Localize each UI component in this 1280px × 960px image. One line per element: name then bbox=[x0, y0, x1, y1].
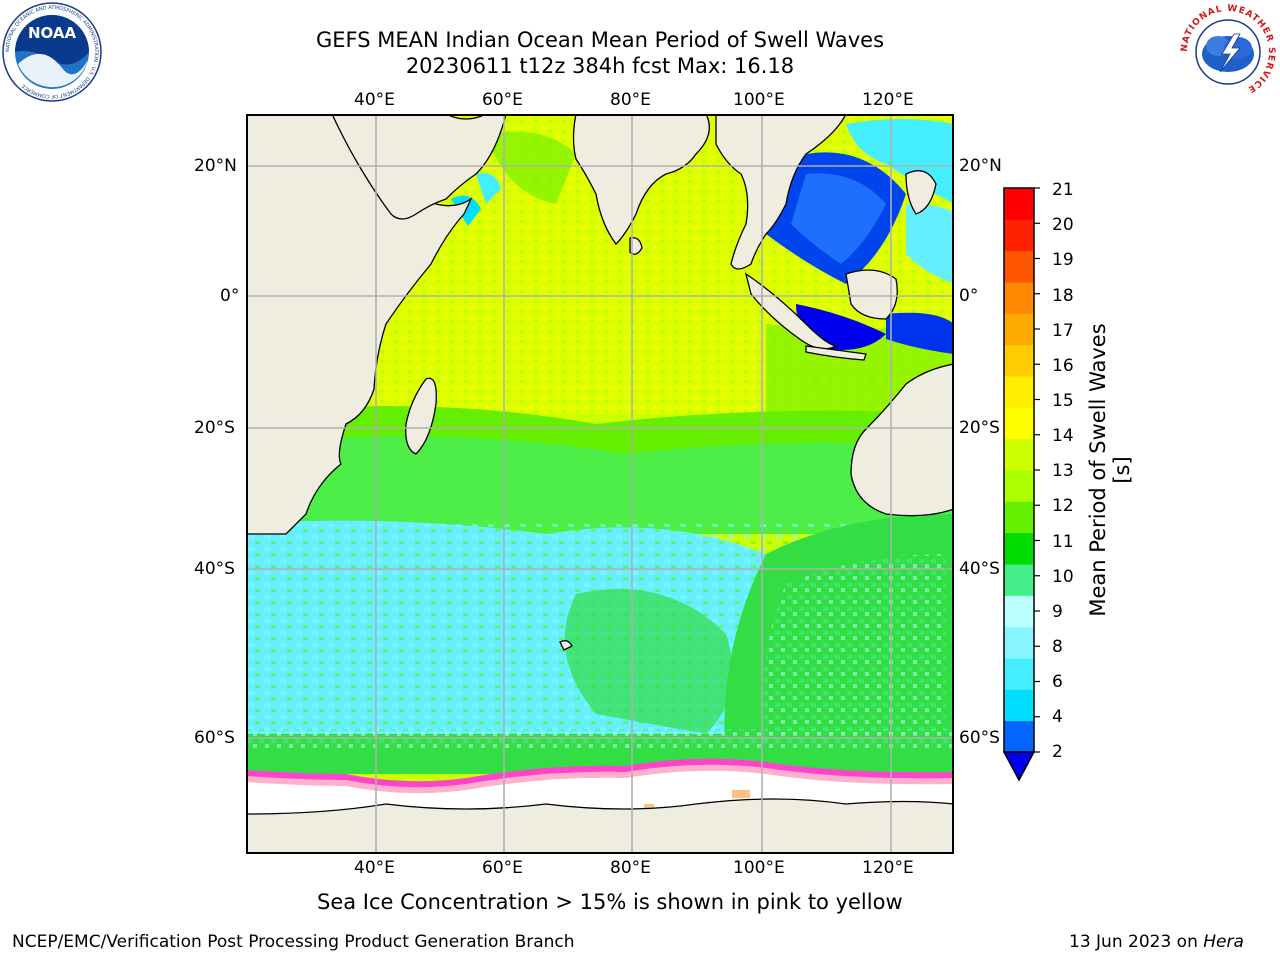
landmasses bbox=[247, 115, 953, 853]
colorbar-segment bbox=[1004, 344, 1034, 377]
colorbar-tick: 6 bbox=[1052, 672, 1063, 692]
lat-tick-right-20n: 20°N bbox=[959, 156, 1002, 176]
colorbar-tick: 18 bbox=[1052, 286, 1074, 306]
noaa-logo: NOAA NATIONAL OCEANIC AND ATMOSPHERIC AD… bbox=[2, 2, 102, 102]
colorbar-segment bbox=[1004, 219, 1034, 252]
colorbar-svg bbox=[1002, 187, 1040, 782]
colorbar-segment bbox=[1004, 564, 1034, 596]
colorbar-tick: 14 bbox=[1052, 426, 1074, 446]
colorbar-tick: 21 bbox=[1052, 180, 1074, 200]
lat-tick-right-40s: 40°S bbox=[959, 559, 1000, 579]
sea-ice-note: Sea Ice Concentration > 15% is shown in … bbox=[317, 890, 903, 914]
lon-tick-top-40e: 40°E bbox=[354, 90, 395, 110]
map-svg bbox=[246, 114, 954, 854]
colorbar-tick: 20 bbox=[1052, 215, 1074, 235]
colorbar-tick: 10 bbox=[1052, 567, 1074, 587]
colorbar-label: Mean Period of Swell Waves [s] bbox=[1086, 323, 1134, 617]
philippines bbox=[905, 170, 937, 215]
java bbox=[805, 345, 867, 361]
lat-tick-left-60s: 60°S bbox=[194, 728, 235, 748]
madagascar bbox=[405, 377, 437, 455]
colorbar-segment bbox=[1004, 313, 1034, 346]
lon-tick-top-100e: 100°E bbox=[733, 90, 785, 110]
india bbox=[572, 115, 710, 245]
colorbar-segment bbox=[1004, 626, 1034, 659]
colorbar-extend-triangle bbox=[1002, 751, 1036, 782]
lat-tick-left-20n: 20°N bbox=[194, 156, 237, 176]
colorbar-tick: 2 bbox=[1052, 742, 1063, 762]
lon-tick-bottom-80e: 80°E bbox=[610, 858, 651, 878]
colorbar-tick: 17 bbox=[1052, 321, 1074, 341]
colorbar-segment bbox=[1004, 595, 1034, 628]
colorbar-tick: 8 bbox=[1052, 637, 1063, 657]
colorbar-tick: 4 bbox=[1052, 707, 1063, 727]
kerguelen bbox=[559, 640, 573, 651]
antarctica bbox=[247, 798, 953, 853]
colorbar-segment bbox=[1004, 658, 1034, 690]
lat-tick-left-0: 0° bbox=[220, 286, 240, 306]
colorbar-segment bbox=[1004, 470, 1034, 502]
colorbar-tick: 9 bbox=[1052, 602, 1063, 622]
lon-tick-top-80e: 80°E bbox=[610, 90, 651, 110]
australia bbox=[850, 363, 953, 517]
lon-tick-bottom-40e: 40°E bbox=[354, 858, 395, 878]
lat-tick-right-20s: 20°S bbox=[959, 418, 1000, 438]
colorbar-segment bbox=[1004, 438, 1034, 471]
lat-tick-left-20s: 20°S bbox=[194, 418, 235, 438]
sumatra bbox=[744, 272, 838, 350]
lon-tick-bottom-60e: 60°E bbox=[482, 858, 523, 878]
graticule bbox=[247, 115, 953, 853]
lat-tick-left-40s: 40°S bbox=[194, 559, 235, 579]
colorbar-segment bbox=[1004, 501, 1034, 534]
colorbar-segment bbox=[1004, 282, 1034, 314]
colorbar-tick: 16 bbox=[1052, 356, 1074, 376]
lon-tick-top-60e: 60°E bbox=[482, 90, 523, 110]
colorbar-tick: 11 bbox=[1052, 532, 1074, 552]
colorbar-tick: 15 bbox=[1052, 391, 1074, 411]
lon-tick-bottom-100e: 100°E bbox=[733, 858, 785, 878]
colorbar-tick: 13 bbox=[1052, 461, 1074, 481]
lon-tick-bottom-120e: 120°E bbox=[862, 858, 914, 878]
title-line-1: GEFS MEAN Indian Ocean Mean Period of Sw… bbox=[315, 28, 885, 52]
lat-tick-right-0: 0° bbox=[959, 286, 979, 306]
colorbar bbox=[1000, 186, 1040, 786]
borneo bbox=[845, 269, 898, 320]
title-line-2: 20230611 t12z 384h fcst Max: 16.18 bbox=[405, 54, 795, 78]
lon-tick-top-120e: 120°E bbox=[862, 90, 914, 110]
credit-text: NCEP/EMC/Verification Post Processing Pr… bbox=[12, 932, 575, 952]
colorbar-tick: 12 bbox=[1052, 496, 1074, 516]
colorbar-segment bbox=[1004, 689, 1034, 722]
colorbar-tick: 19 bbox=[1052, 250, 1074, 270]
colorbar-segment bbox=[1004, 188, 1034, 220]
nws-logo: NATIONAL WEATHER SERVICE bbox=[1178, 2, 1278, 102]
colorbar-segment bbox=[1004, 532, 1034, 565]
machine-name: Hera bbox=[1203, 932, 1244, 952]
colorbar-segment bbox=[1004, 407, 1034, 440]
date-value: 13 Jun 2023 on bbox=[1069, 932, 1204, 952]
map-panel bbox=[246, 114, 954, 854]
noaa-text: NOAA bbox=[28, 24, 77, 42]
indochina bbox=[715, 115, 847, 270]
colorbar-segment bbox=[1004, 250, 1034, 283]
colorbar-segment bbox=[1004, 376, 1034, 408]
colorbar-segment bbox=[1004, 720, 1034, 753]
date-text: 13 Jun 2023 on Hera bbox=[1069, 932, 1244, 952]
lat-tick-right-60s: 60°S bbox=[959, 728, 1000, 748]
